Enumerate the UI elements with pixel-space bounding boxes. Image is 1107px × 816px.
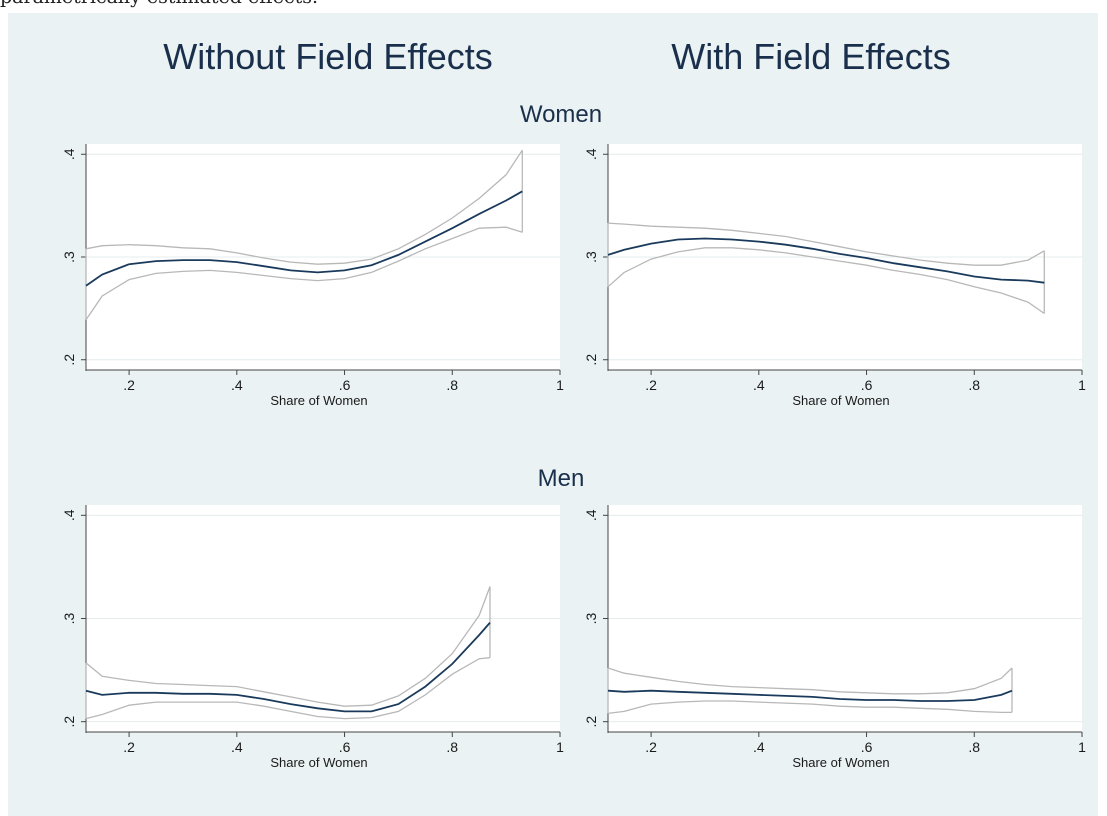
y-tick-label: .3 <box>61 612 77 624</box>
y-tick-label: .3 <box>583 251 599 263</box>
estimate-line <box>85 622 491 713</box>
estimate-line <box>607 237 1045 284</box>
x-tick-label: .8 <box>446 739 458 755</box>
x-tick-label: .2 <box>123 739 135 755</box>
x-axis-title: Share of Women <box>270 755 367 770</box>
x-axis-title: Share of Women <box>792 755 889 770</box>
x-tick-label: .8 <box>446 377 458 393</box>
ci-lower-line <box>607 700 1012 715</box>
x-tick-label: .4 <box>231 739 243 755</box>
y-tick-label: .3 <box>583 612 599 624</box>
column-title-with-field-effects: With Field Effects <box>671 36 950 77</box>
y-tick-label: .4 <box>61 509 77 521</box>
x-tick-label: 1 <box>1078 377 1086 393</box>
x-tick-label: .2 <box>645 377 657 393</box>
ci-upper-line <box>85 149 523 265</box>
x-axis-title: Share of Women <box>270 393 367 408</box>
panel-men-without-field-effects: .2 .3 .4 .2 .4 .6 .8 1 Share of Women <box>61 505 564 770</box>
ci-upper-line <box>607 222 1045 266</box>
panel-men-with-field-effects: .2 .3 .4 .2 .4 .6 .8 1 Share of Women <box>583 505 1086 770</box>
ci-upper-line <box>85 586 491 707</box>
x-tick-label: .8 <box>968 377 980 393</box>
y-tick-label: .4 <box>61 148 77 160</box>
y-tick-label: .3 <box>61 251 77 263</box>
x-tick-label: .4 <box>753 739 765 755</box>
row-title-women: Women <box>520 101 602 128</box>
estimate-line <box>85 190 523 287</box>
x-tick-label: .2 <box>645 739 657 755</box>
y-tick-label: .2 <box>61 354 77 366</box>
x-tick-label: .4 <box>231 377 243 393</box>
panel-women-without-field-effects: .2 .3 .4 .2 .4 .6 .8 1 Share of Women <box>61 144 564 408</box>
x-tick-label: .6 <box>861 739 873 755</box>
y-tick-label: .4 <box>583 148 599 160</box>
column-title-without-field-effects: Without Field Effects <box>163 36 492 77</box>
ci-lower-line <box>85 226 523 321</box>
x-tick-label: .6 <box>339 739 351 755</box>
ci-upper-line <box>607 667 1013 695</box>
x-tick-label: 1 <box>556 739 564 755</box>
x-tick-label: .8 <box>968 739 980 755</box>
y-tick-label: .2 <box>583 716 599 728</box>
x-tick-label: .4 <box>753 377 765 393</box>
y-tick-label: .2 <box>61 716 77 728</box>
y-tick-label: .2 <box>583 354 599 366</box>
ci-lower-line <box>85 657 491 720</box>
y-tick-label: .4 <box>583 509 599 521</box>
x-tick-label: 1 <box>1078 739 1086 755</box>
figure-caption: parametrically estimated effects. <box>0 0 318 8</box>
x-tick-label: .2 <box>123 377 135 393</box>
row-title-men: Men <box>538 465 585 492</box>
ci-lower-line <box>607 247 1045 315</box>
estimate-line <box>607 689 1013 702</box>
x-axis-title: Share of Women <box>792 393 889 408</box>
panel-women-with-field-effects: .2 .3 .4 .2 .4 .6 .8 1 Share of Women <box>583 144 1086 408</box>
x-tick-label: .6 <box>861 377 873 393</box>
x-tick-label: 1 <box>556 377 564 393</box>
x-tick-label: .6 <box>339 377 351 393</box>
